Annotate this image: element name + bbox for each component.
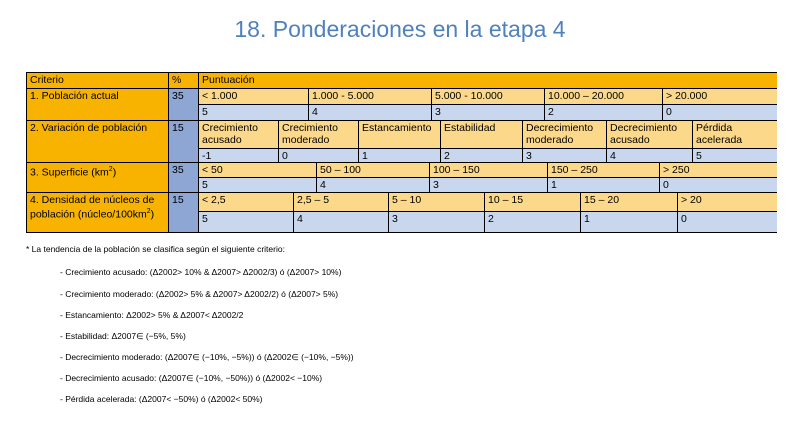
band-cell: Decrecimiento moderado: [523, 121, 607, 149]
band-cell: 10.000 – 20.000: [545, 89, 663, 105]
score-cell: 2: [485, 212, 581, 232]
criterio-cell: 3. Superficie (km2): [27, 163, 169, 193]
page-title: 18. Ponderaciones en la etapa 4: [234, 16, 566, 42]
notes-heading: * La tendencia de la población se clasif…: [26, 244, 285, 254]
score-cell: 5: [199, 178, 317, 193]
band-cell: 1.000 - 5.000: [309, 89, 432, 105]
band-cell: 2,5 – 5: [294, 193, 389, 212]
score-cell: 4: [294, 212, 389, 232]
score-cell: 1: [581, 212, 678, 232]
header-pct: %: [169, 73, 199, 89]
band-cell: > 20.000: [663, 89, 777, 105]
score-cell: 1: [548, 178, 660, 193]
score-cell: 3: [523, 149, 607, 163]
band-cell: 5 – 10: [389, 193, 485, 212]
score-cell: -1: [199, 149, 279, 163]
pct-cell: 35: [169, 89, 199, 121]
score-cell: 3: [432, 105, 545, 121]
band-cell: < 50: [199, 163, 317, 178]
score-cell: 0: [279, 149, 359, 163]
band-cell: 150 – 250: [548, 163, 660, 178]
note-item: - Decrecimiento moderado: (Δ2007∈ (−10%,…: [60, 352, 354, 362]
note-item: - Estancamiento: Δ2002> 5% & Δ2007< Δ200…: [60, 310, 244, 320]
score-cell: 0: [678, 212, 777, 232]
band-cell: 15 – 20: [581, 193, 678, 212]
score-cell: 4: [607, 149, 693, 163]
score-cell: 5: [693, 149, 777, 163]
band-cell: 10 – 15: [485, 193, 581, 212]
band-cell: Estabilidad: [441, 121, 523, 149]
note-item: - Crecimiento moderado: (Δ2002> 5% & Δ20…: [60, 289, 339, 299]
criterio-cell: 2. Variación de población: [27, 121, 169, 163]
score-cell: 2: [545, 105, 663, 121]
score-cell: 3: [389, 212, 485, 232]
header-criterio: Criterio: [27, 73, 169, 89]
score-cell: 3: [430, 178, 548, 193]
band-cell: < 2,5: [199, 193, 294, 212]
band-cell: Decrecimiento acusado: [607, 121, 693, 149]
note-item: - Pérdida acelerada: (Δ2007< −50%) ó (Δ2…: [60, 394, 263, 404]
pct-cell: 35: [169, 163, 199, 193]
band-cell: < 1.000: [199, 89, 309, 105]
score-cell: 5: [199, 105, 309, 121]
score-cell: 4: [309, 105, 432, 121]
pct-cell: 15: [169, 193, 199, 232]
band-cell: 5.000 - 10.000: [432, 89, 545, 105]
criterio-cell: 4. Densidad de núcleos de población (núc…: [27, 193, 169, 232]
weights-table: Criterio % Puntuación 1. Población actua…: [26, 72, 777, 233]
band-cell: Pérdida acelerada: [693, 121, 777, 149]
band-cell: Estancamiento: [359, 121, 441, 149]
score-cell: 0: [663, 105, 777, 121]
header-puntuacion: Puntuación: [199, 73, 777, 89]
pct-cell: 15: [169, 121, 199, 163]
band-cell: > 20: [678, 193, 777, 212]
band-cell: 50 – 100: [317, 163, 430, 178]
note-item: - Estabilidad: Δ2007∈ (−5%, 5%): [60, 331, 186, 341]
band-cell: Crecimiento acusado: [199, 121, 279, 149]
score-cell: 5: [199, 212, 294, 232]
band-cell: 100 – 150: [430, 163, 548, 178]
band-cell: Crecimiento moderado: [279, 121, 359, 149]
score-cell: 4: [317, 178, 430, 193]
note-item: - Crecimiento acusado: (Δ2002> 10% & Δ20…: [60, 267, 342, 277]
criterio-cell: 1. Población actual: [27, 89, 169, 121]
score-cell: 0: [660, 178, 777, 193]
note-item: - Decrecimiento acusado: (Δ2007∈ (−10%, …: [60, 373, 323, 383]
band-cell: > 250: [660, 163, 777, 178]
score-cell: 1: [359, 149, 441, 163]
score-cell: 2: [441, 149, 523, 163]
